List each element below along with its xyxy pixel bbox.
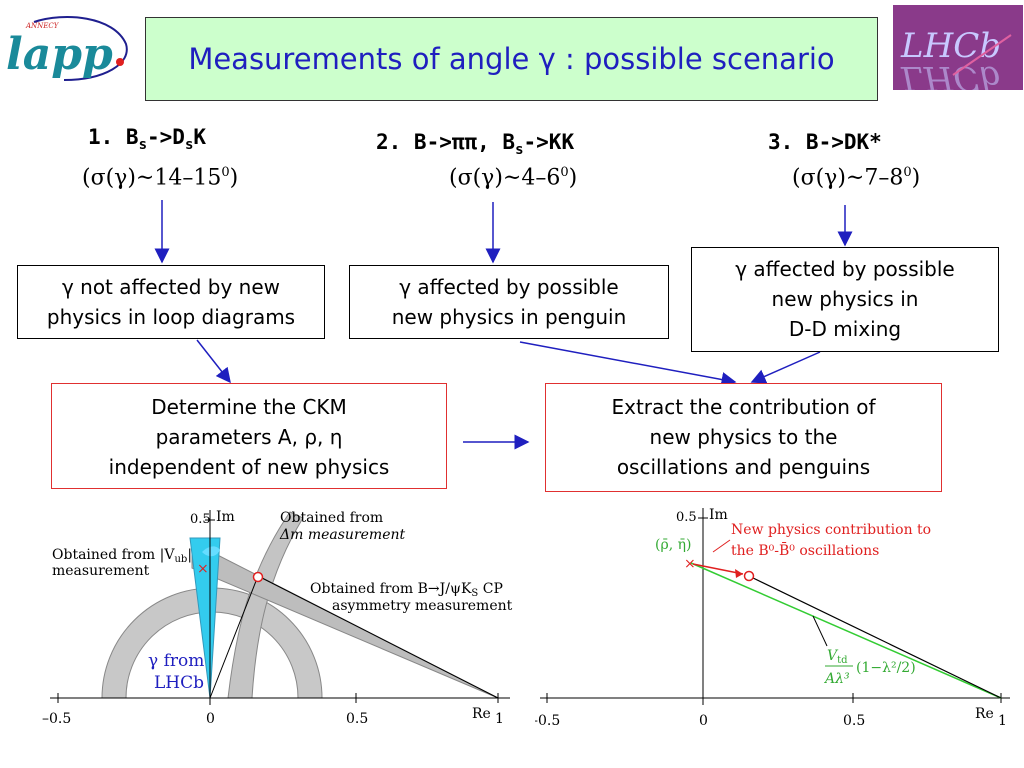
black-side (748, 575, 1002, 699)
box-penguin: γ affected by possible new physics in pen… (349, 265, 669, 339)
np-label-line1: New physics contribution to (731, 522, 931, 538)
lapp-logo: ANNECY lapp (4, 14, 129, 84)
arrow-box2-np (519, 341, 737, 387)
box-determine-ckm: Determine the CKM parameters A, ρ, η indep… (51, 383, 447, 489)
lhcb-text: LHCb (900, 26, 1001, 66)
lapp-small-text: ANNECY (25, 22, 60, 30)
vtd-factor: (1−λ²/2) (856, 660, 916, 676)
right-x-tick-0: 0 (699, 713, 708, 729)
arrow-box1-ckm (196, 339, 231, 384)
scenario-2-sigma: (σ(γ)~4–60) (449, 165, 578, 191)
np-label-line2: the B⁰-B̄⁰ oscillations (731, 541, 879, 559)
np-point-marker (743, 570, 755, 582)
new-physics-plot: × 0.5 Im Re –0.5 0 0.5 1 (ρ̄, η̄) New ph… (535, 507, 1010, 729)
left-axis-im: Im (216, 509, 235, 525)
rho-eta-marker: × (684, 556, 696, 572)
green-side (690, 562, 1002, 699)
right-axis-im: Im (709, 507, 728, 523)
ann-cp-line1: Obtained from B→J/ψKS CP (310, 581, 503, 599)
ann-gamma-line2: LHCb (154, 673, 204, 693)
title-box: Measurements of angle γ : possible scena… (145, 17, 878, 101)
gamma-wedge (189, 537, 221, 699)
lhcb-logo: LHCb LHCb (893, 5, 1023, 98)
left-x-tick-0: 0 (206, 711, 215, 727)
scenario-1-label: 1. Bs->DsK (88, 125, 207, 154)
scenario-1-sigma: (σ(γ)~14–150) (82, 165, 239, 191)
left-axis-re: Re (472, 706, 491, 722)
vtd-denominator: Aλ³ (823, 671, 850, 687)
ann-cp-line2: asymmetry measurement (332, 598, 513, 614)
true-point-marker: × (197, 561, 209, 577)
ann-gamma-line1: γ from (148, 651, 204, 671)
left-x-tick-1: 1 (495, 711, 504, 727)
arrow-box3-np (750, 351, 821, 384)
box-extract-np: Extract the contribution of new physics t… (545, 383, 942, 492)
scenario-2-label: 2. B->ππ, Bs->KK (376, 130, 575, 159)
box-dd-mixing: γ affected by possible new physics in D-D … (691, 247, 999, 352)
left-x-tick-05: 0.5 (346, 711, 368, 727)
left-y-tick-05: 0.5 (190, 512, 211, 527)
measured-point-marker (252, 571, 264, 583)
box-not-affected: γ not affected by new physics in loop dia… (17, 265, 325, 339)
lapp-text: lapp (6, 29, 113, 80)
page-title: Measurements of angle γ : possible scena… (188, 42, 835, 76)
left-x-tick-m05: –0.5 (42, 711, 71, 727)
right-x-tick-m05: –0.5 (535, 713, 560, 729)
right-x-tick-1: 1 (998, 713, 1007, 729)
rho-eta-label: (ρ̄, η̄) (655, 537, 691, 553)
vub-band (101, 587, 323, 699)
right-axis-re: Re (975, 706, 994, 722)
np-arrow (692, 563, 744, 575)
ckm-triangle-plot: × 0.5 Im Re –0.5 0 0.5 1 Obtained from |… (42, 509, 513, 727)
ann-vub-line1: Obtained from |Vub| (52, 547, 192, 565)
vtd-numerator: Vtd (827, 648, 848, 666)
scenario-3-sigma: (σ(γ)~7–80) (792, 165, 921, 191)
ann-dm-line2: Δm measurement (279, 527, 405, 543)
dm-band (227, 511, 304, 699)
ann-dm-line1: Obtained from (280, 510, 383, 526)
right-y-tick-05: 0.5 (676, 510, 697, 525)
scenario-3-label: 3. B->DK* (768, 130, 882, 154)
right-x-tick-05: 0.5 (843, 713, 865, 729)
ann-vub-line2: measurement (52, 563, 150, 579)
